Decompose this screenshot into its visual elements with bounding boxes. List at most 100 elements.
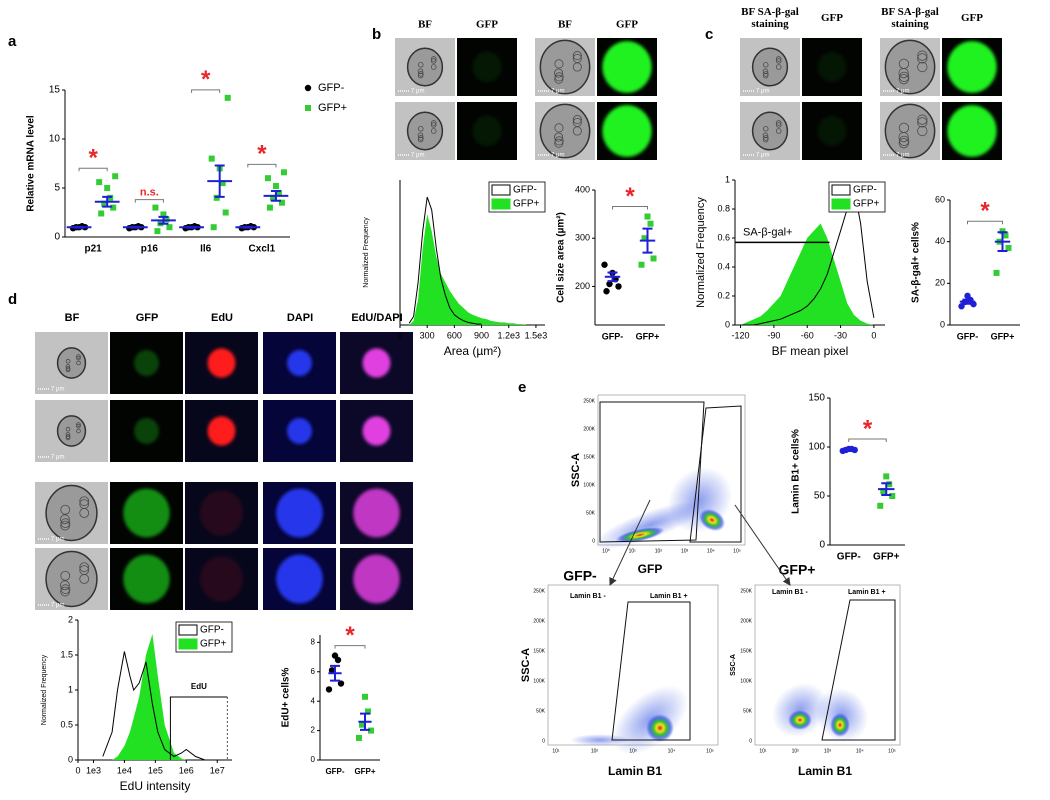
cell-body xyxy=(751,47,789,87)
cell-signal xyxy=(199,556,244,602)
gate-arrow xyxy=(609,499,651,586)
x-tick-label: GFP- xyxy=(837,552,861,563)
cell-signal xyxy=(207,348,236,378)
data-point xyxy=(331,652,339,659)
y-axis-label: Normalized Frequency xyxy=(41,654,48,725)
cell-texture xyxy=(899,135,910,146)
y-axis-label: SA-β-gal+ cells% xyxy=(911,222,922,303)
y-axis-label: SSC-A xyxy=(570,453,582,487)
legend-label: GFP- xyxy=(318,82,345,94)
image-header: BF SA-β-gal staining xyxy=(741,6,799,30)
y-tick-label: 5 xyxy=(54,183,60,194)
micrograph xyxy=(457,38,517,96)
micrograph xyxy=(597,38,657,96)
flow-label: GFP xyxy=(638,562,663,576)
scale-label: 7 μm xyxy=(51,455,64,461)
cell-body xyxy=(56,347,87,379)
cell-texture xyxy=(60,570,71,581)
micrograph: 7 μm xyxy=(740,102,800,160)
y-axis-label: Cell size area (µm²) xyxy=(556,212,567,303)
x-tick-label: GFP+ xyxy=(354,767,375,776)
scale-label: 7 μm xyxy=(51,537,64,543)
data-point xyxy=(365,708,371,715)
image-header: BF xyxy=(558,19,572,31)
data-point xyxy=(280,169,287,176)
data-point xyxy=(101,200,108,207)
significance-bracket xyxy=(848,438,887,442)
image-header: GFP xyxy=(476,19,498,31)
panel-label: c xyxy=(705,26,713,43)
x-tick-label: GFP- xyxy=(602,331,624,341)
y-tick-label: 0 xyxy=(725,319,730,329)
error-bar xyxy=(214,164,225,198)
micrograph: 7 μm xyxy=(535,38,595,96)
data-point xyxy=(650,255,657,262)
significance-bracket xyxy=(134,199,164,203)
x-tick-label: GFP+ xyxy=(873,552,900,563)
panel-label: b xyxy=(372,26,381,43)
data-point xyxy=(964,292,971,300)
error-bar xyxy=(881,482,892,497)
x-tick-label: 10³ xyxy=(824,748,832,754)
cell-texture xyxy=(60,504,71,515)
y-tick-label: 4 xyxy=(311,696,316,705)
legend-label: GFP+ xyxy=(513,199,540,210)
micrograph xyxy=(340,332,413,394)
histogram-area xyxy=(409,214,527,325)
flow-label: Lamin B1 + xyxy=(650,593,688,600)
y-tick-label: 50K xyxy=(536,708,546,714)
significance-bracket xyxy=(612,206,648,210)
event-density xyxy=(646,714,674,742)
micrograph xyxy=(597,102,657,160)
data-point xyxy=(368,727,374,734)
cell-signal xyxy=(287,349,312,377)
gate-line xyxy=(169,696,228,760)
significance-label: * xyxy=(345,622,355,649)
cell-texture xyxy=(65,364,71,369)
data-point xyxy=(222,209,229,216)
image-header: EdU/DAPI xyxy=(351,312,402,324)
event-density xyxy=(615,527,665,543)
cell-texture xyxy=(76,422,81,427)
data-point xyxy=(1002,232,1009,239)
y-tick-label: 200K xyxy=(533,618,545,624)
y-tick-label: 2 xyxy=(68,614,73,624)
flow-label: Lamin B1 - xyxy=(772,589,808,596)
x-tick-label: Cxcl1 xyxy=(249,244,276,255)
y-tick-label: 1 xyxy=(68,684,73,694)
cell-texture xyxy=(917,53,928,64)
x-tick-label: 10² xyxy=(792,748,800,754)
event-density xyxy=(570,734,630,746)
data-point xyxy=(362,693,368,700)
cell-signal xyxy=(207,416,236,446)
micrograph xyxy=(110,332,183,394)
cell-texture xyxy=(79,565,90,575)
histogram-area xyxy=(740,223,874,325)
error-bar xyxy=(158,215,169,225)
data-point xyxy=(325,686,333,693)
x-tick-label: 10¹ xyxy=(759,748,767,754)
image-header: BF SA-β-gal staining xyxy=(881,6,939,30)
image-header: DAPI xyxy=(287,312,313,324)
significance-bracket xyxy=(334,645,366,649)
y-axis-label: SSC-A xyxy=(520,648,532,682)
scale-label: 7 μm xyxy=(411,89,424,95)
y-tick-label: 15 xyxy=(49,85,61,96)
gate xyxy=(611,601,691,741)
cell-texture xyxy=(76,423,81,429)
cell-texture xyxy=(65,426,71,432)
error-bar xyxy=(130,225,141,229)
error-bar xyxy=(642,227,653,254)
micrograph xyxy=(110,548,183,610)
flow-label: Lamin B1 - xyxy=(570,593,606,600)
cell-signal xyxy=(817,115,847,147)
y-tick-label: 8 xyxy=(311,637,316,646)
micrograph xyxy=(185,400,258,462)
micrograph xyxy=(340,400,413,462)
significance-label: * xyxy=(88,145,98,172)
error-bar xyxy=(74,225,85,229)
cell-texture xyxy=(554,72,564,82)
cell-signal xyxy=(287,417,312,445)
x-tick-label: GFP- xyxy=(325,767,344,776)
